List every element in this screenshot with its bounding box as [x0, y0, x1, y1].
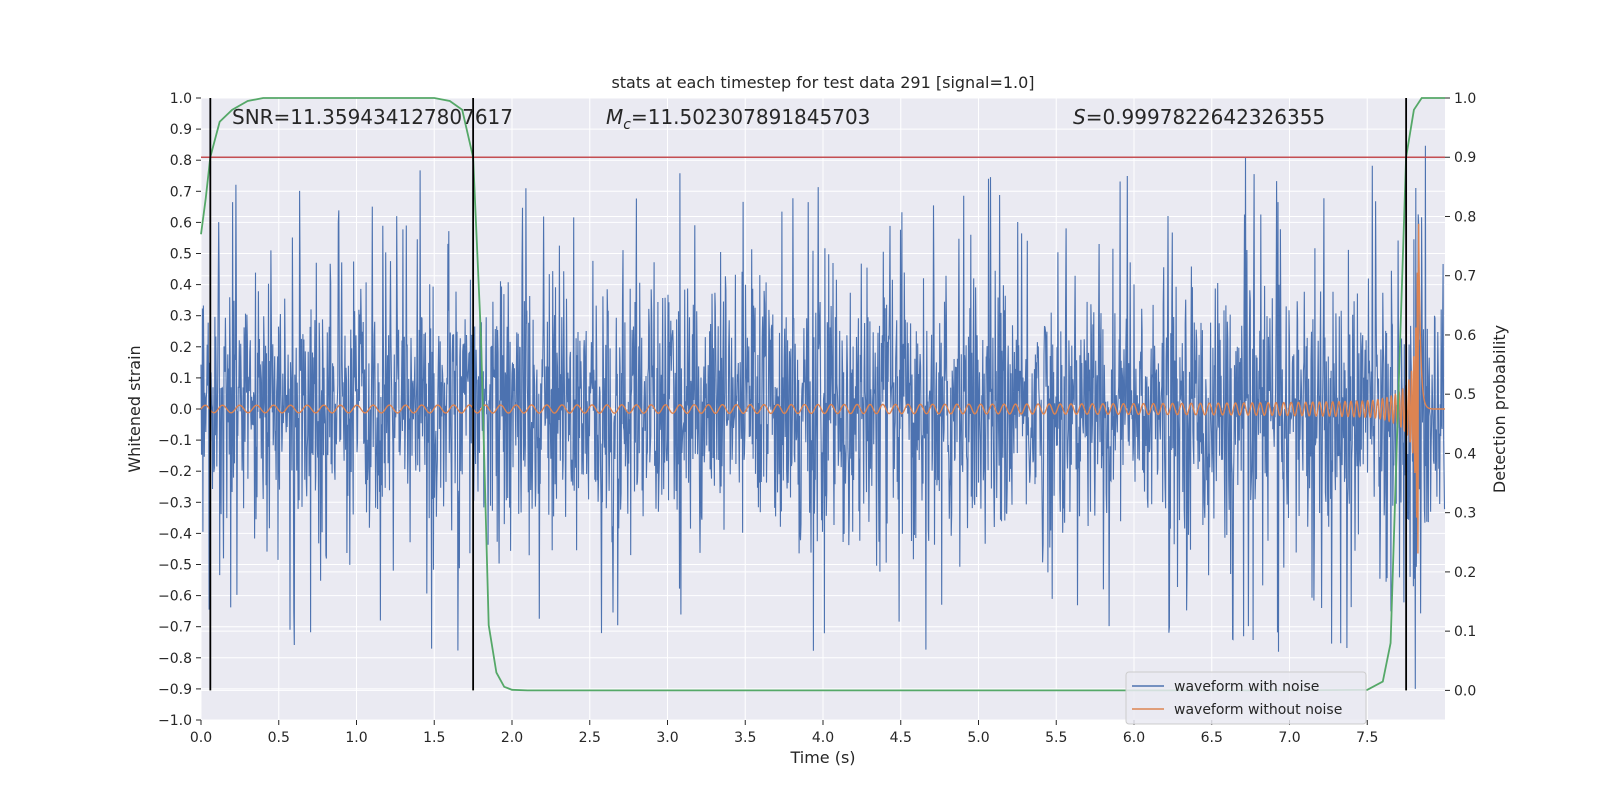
- y-right-tick-label: 0.2: [1454, 565, 1476, 581]
- noise-waveform-layer: [200, 145, 1446, 689]
- legend: waveform with noise waveform without noi…: [1125, 671, 1367, 725]
- y-left-tick-label: 0.8: [170, 153, 192, 169]
- x-tick-label: 6.5: [1201, 730, 1223, 746]
- y-right-tick-label: 0.3: [1454, 506, 1476, 522]
- y-right-tick-label: 0.7: [1454, 269, 1476, 285]
- x-axis-ticks: 0.0 0.5 1.0 1.5 2.0 2.5 3.0 3.5 4.0 4.5 5.0 5.5 6.0 6…: [190, 720, 1378, 746]
- series-line-detection-probability: [200, 97, 1445, 692]
- x-tick-label: 7.0: [1278, 730, 1300, 746]
- x-tick-label: 5.5: [1045, 730, 1067, 746]
- y-right-tick-label: 0.6: [1454, 328, 1476, 344]
- y-left-tick-label: 0.6: [170, 215, 192, 231]
- series-line-waveform-without-noise: [200, 223, 1445, 554]
- y-left-tick-label: 0.4: [170, 278, 192, 294]
- y-left-tick-label: −0.3: [158, 495, 192, 511]
- y-left-tick-label: −0.1: [158, 433, 192, 449]
- x-tick-label: 4.5: [890, 730, 912, 746]
- y-right-tick-label: 0.4: [1454, 446, 1476, 462]
- y-right-tick-label: 0.0: [1454, 683, 1476, 699]
- x-tick-label: 1.0: [345, 730, 367, 746]
- y-left-tick-label: 0.1: [170, 371, 192, 387]
- y-axis-right-label: Detection probability: [1490, 325, 1509, 493]
- chirp-mass-annotation: Mc=11.502307891845703: [606, 105, 870, 133]
- x-tick-label: 4.0: [812, 730, 834, 746]
- legend-box: [1125, 671, 1367, 725]
- y-right-tick-label: 0.8: [1454, 209, 1476, 225]
- y-right-tick-label: 0.9: [1454, 150, 1476, 166]
- y-axis-left-label: Whitened strain: [125, 345, 144, 472]
- y-left-tick-label: −1.0: [158, 713, 192, 729]
- y-left-tick-label: 0.9: [170, 122, 192, 138]
- detection-probability-layer: [200, 97, 1445, 692]
- event-marker-layer: [209, 98, 1408, 691]
- x-tick-label: 7.5: [1356, 730, 1378, 746]
- clean-waveform-layer: [200, 223, 1445, 554]
- snr-annotation: SNR=11.359434127807617: [232, 105, 513, 129]
- y-right-tick-label: 0.1: [1454, 624, 1476, 640]
- x-tick-label: 3.0: [656, 730, 678, 746]
- series-line-waveform-with-noise: [200, 145, 1446, 689]
- y-right-tick-label: 0.5: [1454, 387, 1476, 403]
- legend-label-noise: waveform with noise: [1174, 679, 1319, 695]
- y-left-tick-label: −0.4: [158, 526, 192, 542]
- y-left-tick-label: 1.0: [170, 91, 192, 107]
- y-left-tick-label: −0.9: [158, 682, 192, 698]
- y-left-tick-label: 0.2: [170, 340, 192, 356]
- x-tick-label: 0.0: [190, 730, 212, 746]
- legend-label-clean: waveform without noise: [1174, 702, 1342, 718]
- x-axis-label: Time (s): [789, 748, 855, 767]
- x-tick-label: 5.0: [967, 730, 989, 746]
- y-left-tick-label: −0.5: [158, 558, 192, 574]
- y-left-tick-label: −0.6: [158, 589, 192, 605]
- y-left-tick-label: 0.3: [170, 309, 192, 325]
- y-left-tick-label: 0.0: [170, 402, 192, 418]
- y-right-tick-label: 1.0: [1454, 91, 1476, 107]
- x-tick-label: 2.0: [501, 730, 523, 746]
- x-tick-label: 0.5: [268, 730, 290, 746]
- y-left-tick-label: 0.5: [170, 247, 192, 263]
- x-tick-label: 6.0: [1123, 730, 1145, 746]
- y-left-tick-label: −0.8: [158, 651, 192, 667]
- x-tick-label: 3.5: [734, 730, 756, 746]
- significance-annotation: S=0.9997822642326355: [1073, 105, 1325, 129]
- x-tick-label: 2.5: [579, 730, 601, 746]
- y-left-tick-label: −0.2: [158, 464, 192, 480]
- y-axis-left-ticks: 1.0 0.9 0.8 0.7 0.6 0.5 0.4 0.3 0.2 0.1 0.0 −0.1 −0.…: [158, 91, 201, 729]
- x-tick-label: 1.5: [423, 730, 445, 746]
- y-axis-right-ticks: 1.0 0.9 0.8 0.7 0.6 0.5 0.4 0.3 0.2 0.1 0.0: [1445, 91, 1476, 699]
- y-left-tick-label: −0.7: [158, 620, 192, 636]
- chart-title: stats at each timestep for test data 291…: [611, 73, 1034, 92]
- y-left-tick-label: 0.7: [170, 184, 192, 200]
